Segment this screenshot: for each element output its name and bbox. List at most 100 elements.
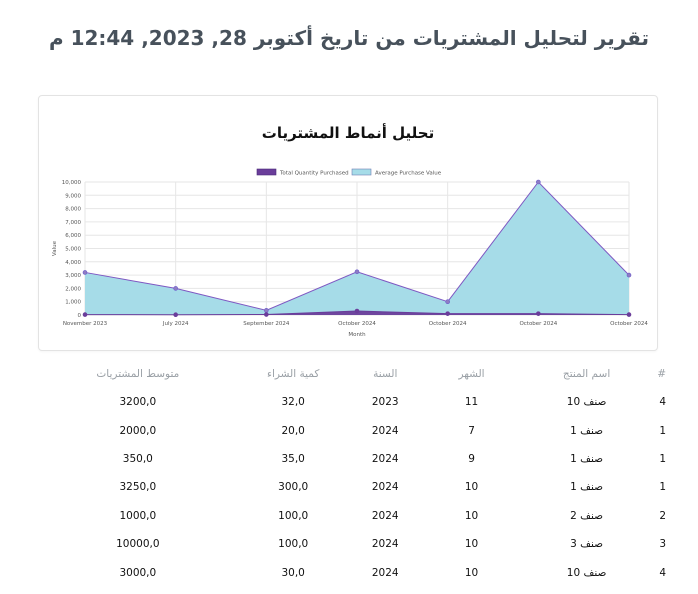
y-tick-label: 10,000: [62, 180, 82, 186]
legend-swatch-average-purchase-value: [351, 168, 372, 176]
legend-label-average-purchase-value: Average Purchase Value: [375, 171, 442, 177]
cell-year: 2024: [371, 452, 399, 465]
cell-quantity: 20,0: [281, 424, 305, 437]
cell-quantity: 32,0: [281, 396, 305, 409]
x-tick-label: October 2024: [519, 321, 557, 327]
cell-product-name: صنف 1: [570, 452, 604, 465]
cell-index: 1: [659, 481, 666, 494]
cell-average-purchase: 1000,0: [119, 509, 157, 522]
table-header-row: # اسم المنتج الشهر السنة كمية الشراء متو…: [40, 360, 666, 388]
cell-product-name: صنف 2: [570, 509, 604, 522]
y-tick-label: 6,000: [65, 233, 81, 239]
average-purchase-value-point: [445, 299, 450, 304]
x-tick-label: July 2024: [162, 321, 189, 327]
x-tick-label: October 2024: [610, 321, 648, 327]
header-month[interactable]: الشهر: [458, 368, 485, 380]
cell-month: 10: [464, 509, 479, 522]
cell-product-name: صنف 1: [570, 481, 604, 494]
header-product-name[interactable]: اسم المنتج: [562, 368, 611, 380]
y-tick-label: 0: [78, 313, 82, 319]
x-tick-label: September 2024: [243, 321, 290, 327]
report-title: تقرير لتحليل المشتريات من تاريخ أكتوبر 2…: [48, 26, 650, 50]
y-tick-label: 9,000: [65, 193, 81, 199]
y-tick-label: 2,000: [65, 286, 81, 292]
table-row: 4 صنف 10 10 2024 30,0 3000,0: [40, 558, 666, 586]
legend-swatch-total-quantity: [256, 168, 277, 176]
total-quantity-point: [354, 308, 360, 314]
header-quantity[interactable]: كمية الشراء: [267, 368, 320, 380]
y-tick-label: 4,000: [65, 260, 81, 266]
total-quantity-point: [82, 312, 88, 317]
header-average-purchase[interactable]: متوسط المشتريات: [96, 368, 180, 380]
y-tick-label: 3,000: [65, 273, 81, 279]
cell-month: 10: [464, 538, 479, 551]
table-row: 4 صنف 10 11 2023 32,0 3200,0: [40, 388, 666, 416]
y-tick-label: 8,000: [65, 207, 81, 213]
cell-quantity: 35,0: [281, 452, 305, 465]
cell-month: 10: [464, 566, 479, 579]
cell-product-name: صنف 10: [566, 566, 607, 579]
cell-year: 2023: [371, 396, 399, 409]
cell-month: 9: [468, 452, 475, 465]
total-quantity-point: [445, 311, 450, 316]
table-row: 2 صنف 2 10 2024 100,0 1000,0: [40, 502, 666, 530]
x-tick-label: November 2023: [63, 321, 108, 327]
x-axis-title: Month: [348, 332, 366, 338]
legend-label-total-quantity: Total Quantity Purchased: [279, 171, 349, 177]
cell-index: 1: [659, 452, 666, 465]
cell-month: 10: [464, 481, 479, 494]
cell-product-name: صنف 3: [570, 538, 604, 551]
cell-index: 2: [659, 509, 666, 522]
average-purchase-value-point: [626, 272, 632, 278]
y-tick-label: 1,000: [65, 300, 81, 306]
cell-average-purchase: 3200,0: [119, 396, 157, 409]
purchase-pattern-chart: 0 1,000 2,000 3,000 4,000 5,000 6,000 7,000 8,00…: [52, 168, 648, 338]
cell-index: 1: [659, 424, 666, 437]
cell-product-name: صنف 10: [566, 396, 607, 409]
average-purchase-value-point: [354, 269, 360, 275]
average-purchase-value-area: [85, 182, 629, 315]
average-purchase-value-point: [536, 179, 541, 185]
cell-year: 2024: [371, 509, 399, 522]
average-purchase-value-point: [82, 270, 88, 275]
y-tick-label: 7,000: [65, 220, 81, 226]
average-purchase-value-point: [264, 308, 269, 313]
average-purchase-value-point: [173, 286, 178, 291]
cell-year: 2024: [371, 566, 399, 579]
chart-title: تحليل أنماط المشتريات: [261, 124, 435, 142]
cell-index: 4: [659, 566, 666, 579]
cell-quantity: 30,0: [281, 566, 305, 579]
cell-index: 3: [659, 538, 666, 551]
chart-card: تحليل أنماط المشتريات 0 1,000 2,000 3,000 4,…: [38, 95, 658, 351]
cell-average-purchase: 10000,0: [116, 538, 160, 551]
y-axis-title: Value: [52, 240, 58, 256]
cell-month: 7: [468, 424, 475, 437]
purchases-table: # اسم المنتج الشهر السنة كمية الشراء متو…: [40, 360, 666, 587]
x-tick-label: October 2024: [338, 321, 376, 327]
table-row: 1 صنف 1 9 2024 35,0 350,0: [40, 445, 666, 473]
cell-index: 4: [659, 396, 666, 409]
y-tick-label: 5,000: [65, 247, 81, 253]
cell-average-purchase: 3000,0: [119, 566, 157, 579]
cell-quantity: 100,0: [278, 509, 309, 522]
table-row: 3 صنف 3 10 2024 100,0 10000,0: [40, 530, 666, 558]
total-quantity-point: [536, 311, 541, 316]
cell-average-purchase: 2000,0: [119, 424, 157, 437]
cell-quantity: 100,0: [278, 538, 309, 551]
cell-quantity: 300,0: [278, 481, 309, 494]
cell-average-purchase: 350,0: [122, 452, 153, 465]
cell-year: 2024: [371, 538, 399, 551]
cell-year: 2024: [371, 481, 399, 494]
cell-year: 2024: [371, 424, 399, 437]
header-index[interactable]: #: [657, 368, 666, 380]
cell-average-purchase: 3250,0: [119, 481, 157, 494]
table-row: 1 صنف 1 7 2024 20,0 2000,0: [40, 416, 666, 444]
total-quantity-point: [173, 312, 178, 318]
table-row: 1 صنف 1 10 2024 300,0 3250,0: [40, 473, 666, 501]
total-quantity-point: [626, 312, 632, 317]
cell-month: 11: [464, 396, 479, 409]
total-quantity-point: [264, 312, 269, 317]
header-year[interactable]: السنة: [373, 368, 398, 380]
cell-product-name: صنف 1: [570, 424, 604, 437]
x-tick-label: October 2024: [429, 321, 467, 327]
